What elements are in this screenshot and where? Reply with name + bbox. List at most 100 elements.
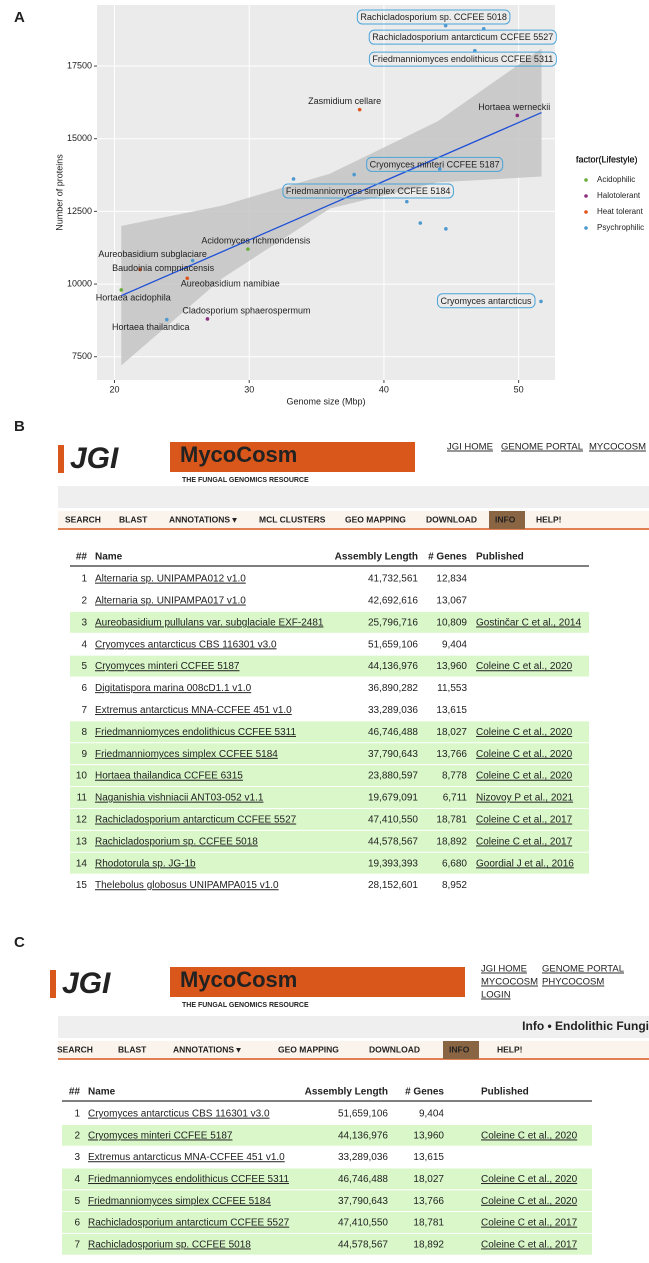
- table-cell: 13,766: [436, 749, 467, 760]
- header-link[interactable]: MYCOCOSM: [481, 977, 538, 988]
- table-cell[interactable]: Coleine C et al., 2020: [476, 771, 573, 782]
- nav-item[interactable]: GEO MAPPING: [278, 1044, 339, 1054]
- header-link[interactable]: JGI HOME: [481, 964, 527, 975]
- legend-title: factor(Lifestyle): [576, 154, 638, 164]
- nav-item[interactable]: GEO MAPPING: [345, 514, 406, 524]
- highlight-box: [356, 9, 511, 25]
- table-cell[interactable]: Extremus antarcticus MNA-CCFEE 451 v1.0: [88, 1152, 285, 1163]
- table-cell: 10: [76, 771, 88, 782]
- table-cell[interactable]: Naganishia vishniacii ANT03-052 v1.1: [95, 793, 264, 804]
- table-header: Assembly Length: [335, 552, 418, 563]
- table-cell: 13,960: [413, 1130, 444, 1141]
- table-cell[interactable]: Coleine C et al., 2020: [481, 1196, 578, 1207]
- jgi-logo: JGI: [62, 967, 111, 1000]
- table-cell[interactable]: Coleine C et al., 2017: [476, 815, 573, 826]
- nav-item[interactable]: INFO: [495, 514, 516, 524]
- table-cell[interactable]: Aureobasidium pullulans var. subglaciale…: [95, 617, 324, 628]
- table-cell[interactable]: Rachicladosporium antarcticum CCFEE 5527: [95, 815, 297, 826]
- point-label: Rachicladosporium antarcticum CCFEE 5527: [372, 32, 553, 42]
- table-cell: 8,778: [442, 771, 467, 782]
- nav-item[interactable]: HELP!: [497, 1044, 523, 1054]
- table-cell[interactable]: Cryomyces antarcticus CBS 116301 v3.0: [95, 639, 277, 650]
- point-label: Hortaea werneckii: [478, 102, 550, 112]
- y-tick-label: 7500: [72, 351, 92, 361]
- table-cell[interactable]: Rachicladosporium sp. CCFEE 5018: [95, 836, 258, 847]
- nav-item[interactable]: SEARCH: [57, 1044, 93, 1054]
- legend-title: factor(Lifestyle): [576, 154, 638, 164]
- header-link[interactable]: JGI HOME: [447, 442, 493, 453]
- nav-item[interactable]: INFO: [449, 1044, 470, 1054]
- table-cell: 47,410,550: [368, 815, 418, 826]
- row-highlight: [70, 808, 589, 830]
- nav-item[interactable]: MCL CLUSTERS: [259, 514, 326, 524]
- data-point: [119, 288, 124, 292]
- table-cell[interactable]: Cryomyces minteri CCFEE 5187: [88, 1130, 233, 1141]
- table-cell[interactable]: Coleine C et al., 2017: [481, 1218, 578, 1229]
- table-cell[interactable]: Digitatispora marina 008cD1.1 v1.0: [95, 683, 252, 694]
- table-cell: 15: [76, 880, 88, 891]
- table-cell[interactable]: Nizovoy P et al., 2021: [476, 793, 574, 804]
- table-cell[interactable]: Coleine C et al., 2020: [476, 661, 573, 672]
- header-link[interactable]: GENOME PORTAL: [501, 442, 583, 453]
- tagline: THE FUNGAL GENOMICS RESOURCE: [182, 477, 309, 484]
- nav-item[interactable]: BLAST: [119, 514, 148, 524]
- nav-item[interactable]: HELP!: [536, 514, 562, 524]
- nav-item[interactable]: DOWNLOAD: [426, 514, 477, 524]
- row-highlight: [70, 721, 589, 743]
- nav-item[interactable]: BLAST: [118, 1044, 147, 1054]
- panel-label: B: [14, 418, 25, 435]
- nav-item[interactable]: SEARCH: [65, 514, 101, 524]
- point-label: Aureobasidium namibiae: [181, 279, 280, 289]
- header-link[interactable]: GENOME PORTAL: [542, 964, 624, 975]
- table-cell: 18,781: [436, 815, 467, 826]
- table-cell[interactable]: Coleine C et al., 2020: [476, 727, 573, 738]
- nav-active: [489, 511, 525, 529]
- data-point: [539, 299, 543, 304]
- nav-bar: [58, 1041, 649, 1059]
- brand-name: MycoCosm: [180, 967, 297, 992]
- table-cell[interactable]: Friedmanniomyces endolithicus CCFEE 5311: [95, 727, 296, 738]
- table-cell: 13,766: [413, 1196, 444, 1207]
- table-cell[interactable]: Rachicladosporium antarcticum CCFEE 5527: [88, 1218, 290, 1229]
- table-cell[interactable]: Coleine C et al., 2017: [476, 836, 573, 847]
- table-cell[interactable]: Alternaria sp. UNIPAMPA017 v1.0: [95, 596, 246, 607]
- table-cell[interactable]: Friedmanniomyces simplex CCFEE 5184: [95, 749, 278, 760]
- data-point: [185, 276, 190, 281]
- header-link[interactable]: LOGIN: [481, 990, 511, 1001]
- table-cell: 3: [81, 617, 87, 628]
- table-cell[interactable]: Hortaea thailandica CCFEE 6315: [95, 771, 243, 782]
- table-cell[interactable]: Coleine C et al., 2017: [481, 1239, 578, 1250]
- nav-item[interactable]: DOWNLOAD: [369, 1044, 420, 1054]
- table-cell[interactable]: Extremus antarcticus MNA-CCFEE 451 v1.0: [95, 705, 292, 716]
- x-tick-label: 20: [110, 384, 120, 394]
- header-link[interactable]: PHYCOCOSM: [542, 977, 604, 988]
- table-cell: 37,790,643: [368, 749, 418, 760]
- table-cell[interactable]: Friedmanniomyces simplex CCFEE 5184: [88, 1196, 271, 1207]
- table-cell[interactable]: Cryomyces minteri CCFEE 5187: [95, 661, 240, 672]
- table-header: ##: [69, 1087, 81, 1098]
- table-cell: 44,136,976: [368, 661, 418, 672]
- table-cell[interactable]: Goordial J et al., 2016: [476, 858, 574, 869]
- table-cell: 9: [81, 749, 87, 760]
- table-cell[interactable]: Friedmanniomyces endolithicus CCFEE 5311: [88, 1174, 289, 1185]
- table-cell: 19,393,393: [368, 858, 418, 869]
- table-cell[interactable]: Thelebolus globosus UNIPAMPA015 v1.0: [95, 880, 279, 891]
- table-cell[interactable]: Cryomyces antarcticus CBS 116301 v3.0: [88, 1109, 270, 1120]
- table-cell: 12,834: [436, 574, 467, 585]
- table-cell[interactable]: Coleine C et al., 2020: [481, 1130, 578, 1141]
- header-link[interactable]: MYCOCOSM: [589, 442, 646, 453]
- table-cell[interactable]: Rhodotorula sp. JG-1b: [95, 858, 196, 869]
- table-cell[interactable]: Gostinčar C et al., 2014: [476, 617, 581, 628]
- table-cell[interactable]: Alternaria sp. UNIPAMPA012 v1.0: [95, 574, 246, 585]
- nav-item[interactable]: ANNOTATIONS ▾: [169, 514, 237, 524]
- nav-item[interactable]: ANNOTATIONS ▾: [173, 1044, 241, 1054]
- table-cell[interactable]: Rachicladosporium sp. CCFEE 5018: [88, 1239, 251, 1250]
- point-label: Aureobasidium subglaciare: [98, 249, 207, 259]
- point-label: Hortaea acidophila: [96, 292, 171, 302]
- table-cell[interactable]: Coleine C et al., 2020: [476, 749, 573, 760]
- point-label: Baudoinia compniacensis: [112, 263, 215, 273]
- table-cell: 8: [81, 727, 87, 738]
- table-cell[interactable]: Coleine C et al., 2020: [481, 1174, 578, 1185]
- point-label: Hortaea thailandica: [112, 322, 190, 332]
